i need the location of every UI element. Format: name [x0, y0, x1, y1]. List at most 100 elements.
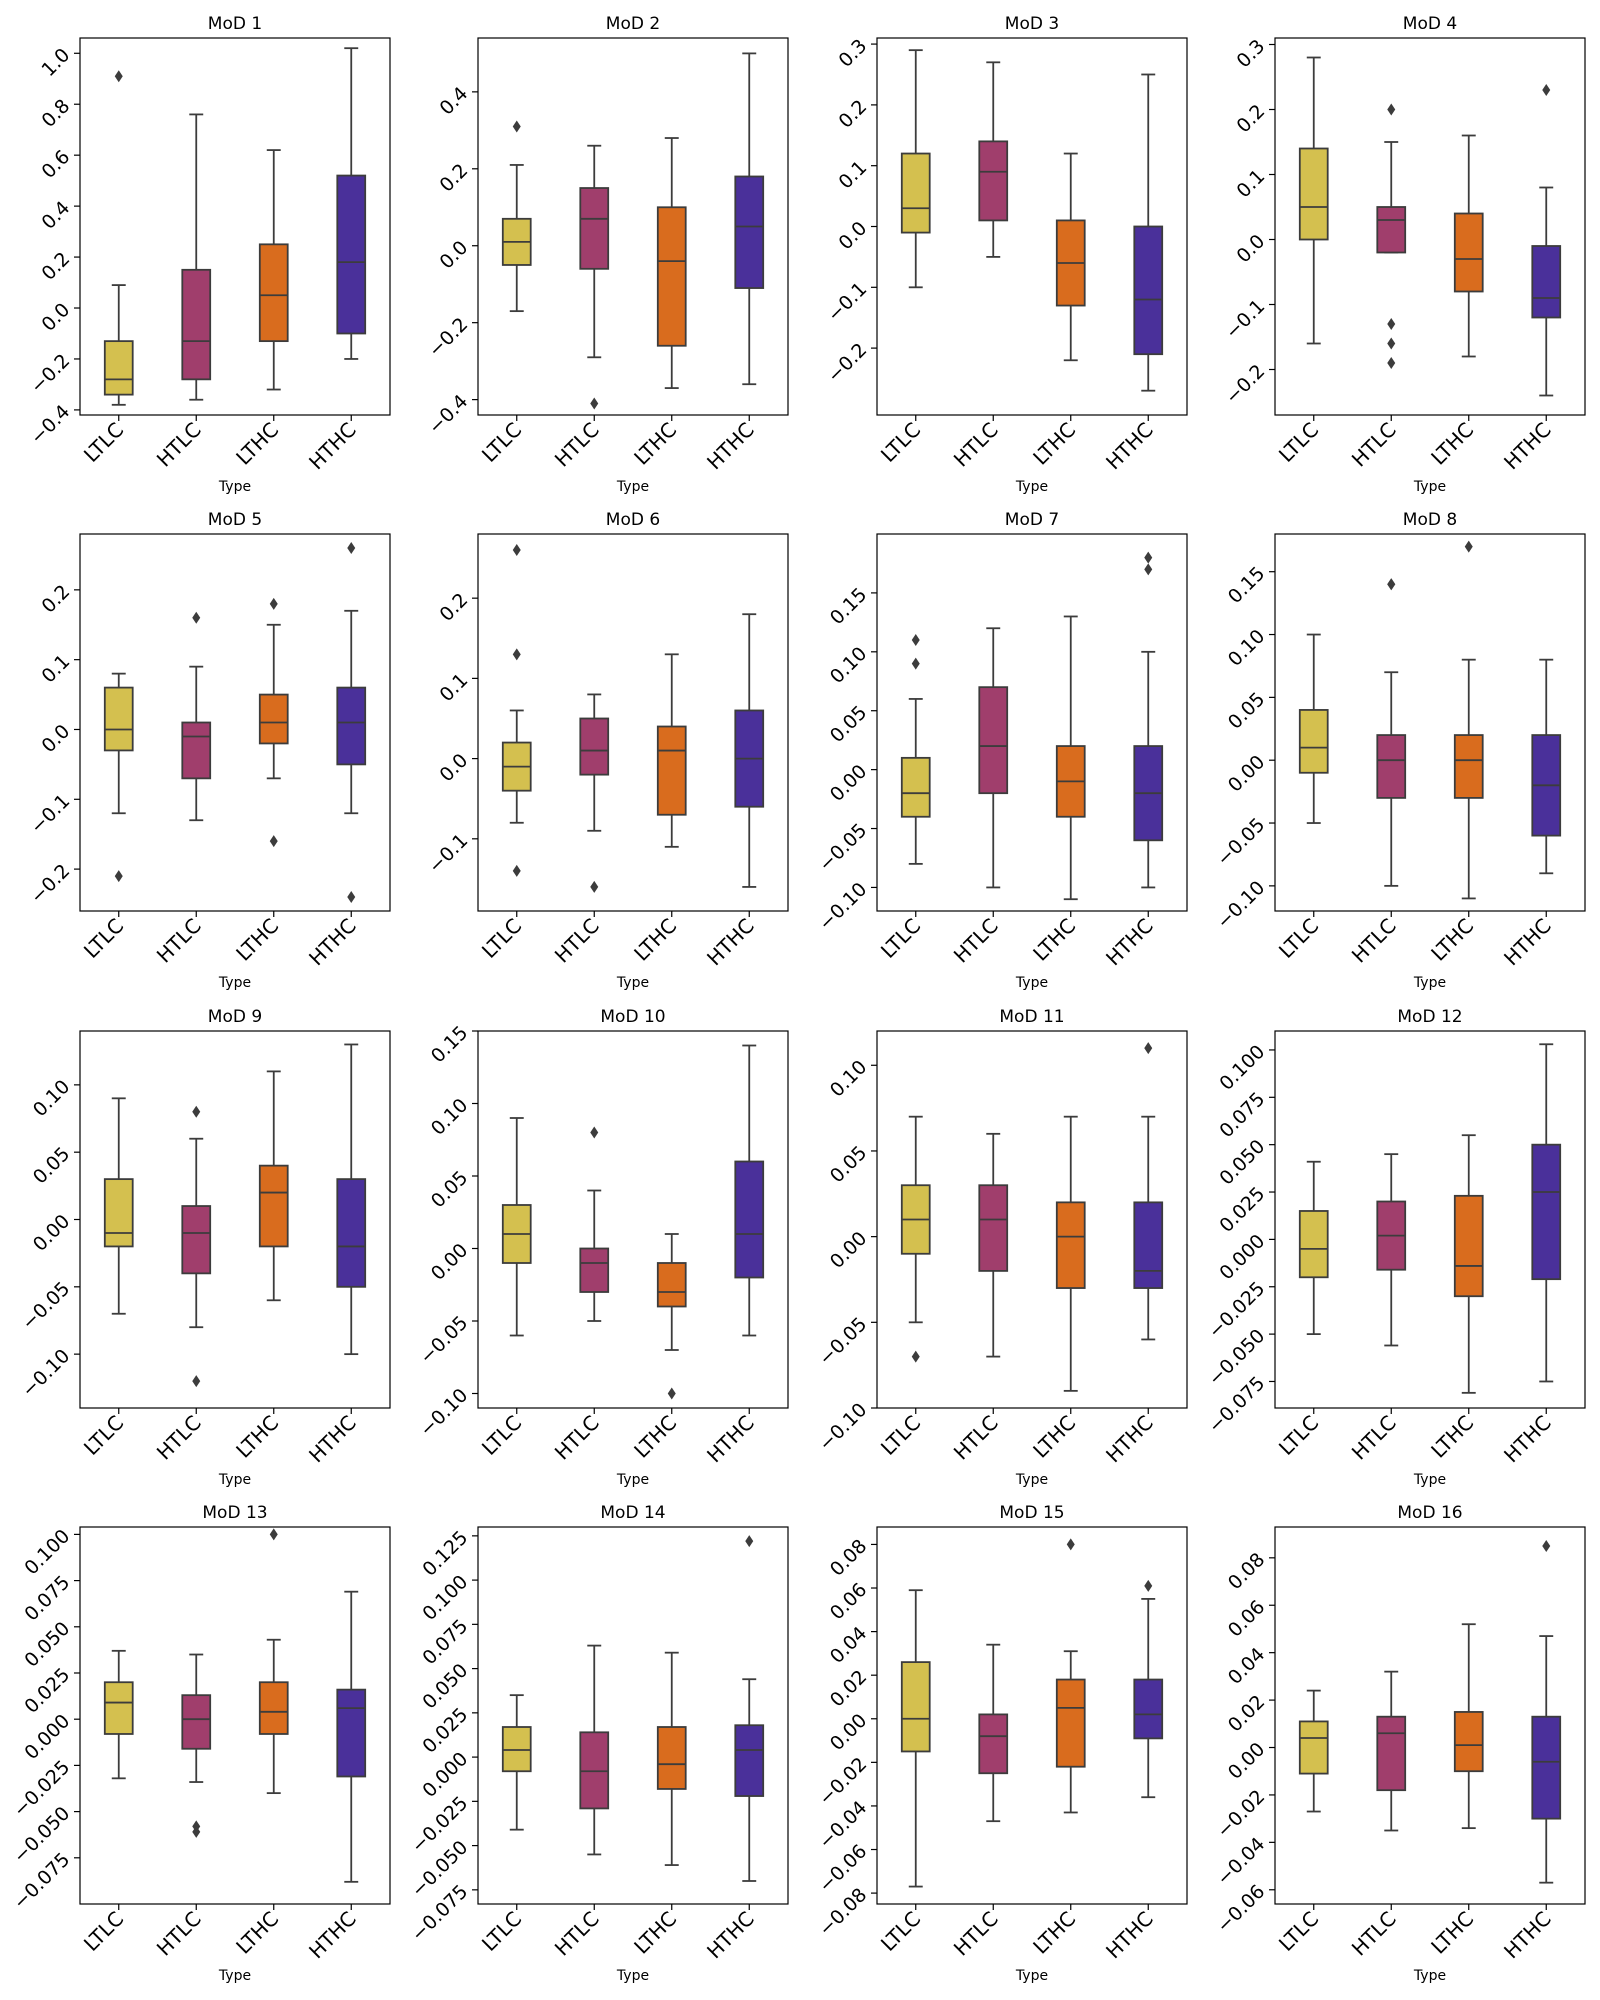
boxplot-12: MoD 120.1000.0750.0500.0250.000−0.025−0.…	[1204, 1007, 1586, 1488]
outlier-point	[114, 70, 123, 83]
x-tick-label: LTLC	[79, 1907, 128, 1956]
x-tick-label: LTLC	[79, 914, 128, 963]
iqr-box	[1133, 1678, 1164, 1740]
x-tick-label: HTLC	[1347, 418, 1401, 472]
iqr-box	[978, 686, 1009, 795]
x-tick-label: HTLC	[949, 418, 1003, 472]
x-tick-label: HTHC	[702, 1411, 759, 1468]
y-tick-label: 0.00	[427, 1239, 472, 1284]
outlier-point	[269, 835, 278, 848]
x-axis-label: Type	[1015, 479, 1048, 495]
box-lthc	[1453, 1134, 1484, 1394]
y-tick-label: 0.08	[826, 1535, 871, 1580]
y-tick-label: −0.05	[416, 1312, 473, 1369]
outlier-point	[667, 1387, 676, 1400]
x-tick-label: LTLC	[79, 418, 128, 467]
box-hthc	[734, 1044, 765, 1337]
box-hthc	[1133, 1042, 1164, 1341]
boxplot-14: MoD 140.1250.1000.0750.0500.0250.000−0.0…	[407, 1503, 789, 1984]
y-tick-label: 0.025	[1215, 1183, 1269, 1237]
x-tick-label: LTLC	[876, 1907, 925, 1956]
x-tick-label: LTHC	[1028, 1907, 1080, 1959]
y-tick-label: −0.2	[26, 860, 74, 908]
x-tick-label: HTHC	[304, 418, 361, 475]
box-lthc	[1055, 152, 1086, 362]
y-tick-label: 0.10	[826, 643, 871, 688]
y-tick-label: −0.08	[815, 1884, 872, 1941]
y-tick-label: −0.4	[26, 401, 74, 449]
y-tick-label: 0.15	[826, 584, 871, 629]
box-ltlc	[1298, 1689, 1329, 1813]
y-tick-label: −0.06	[815, 1840, 872, 1897]
x-axis-label: Type	[616, 1472, 649, 1488]
x-tick-label: LTHC	[231, 914, 283, 966]
x-tick-label: HTHC	[1101, 1411, 1158, 1468]
x-tick-label: LTHC	[629, 1907, 681, 1959]
box-ltlc	[103, 1097, 134, 1315]
box-lthc	[1055, 615, 1086, 901]
outlier-point	[192, 611, 201, 624]
iqr-box	[258, 1164, 289, 1248]
box-htlc	[978, 61, 1009, 258]
x-tick-label: LTLC	[477, 1411, 526, 1460]
x-tick-label: LTHC	[1426, 1411, 1478, 1463]
iqr-box	[978, 1184, 1009, 1272]
iqr-box	[978, 140, 1009, 222]
y-tick-label: 0.100	[1215, 1041, 1269, 1095]
y-tick-label: 0.000	[418, 1748, 472, 1802]
iqr-box	[1298, 1720, 1329, 1775]
x-tick-label: LTHC	[1028, 1411, 1080, 1463]
iqr-box	[258, 1681, 289, 1735]
y-tick-label: 0.3	[1232, 35, 1269, 72]
box-ltlc	[103, 672, 134, 883]
boxplot-16: MoD 16 0.080.060.040.020.00−0.02−0.04−0.0…	[1213, 1503, 1586, 1984]
box-hthc	[734, 613, 765, 888]
x-tick-label: LTLC	[79, 1411, 128, 1460]
x-tick-label: HTHC	[1499, 1411, 1556, 1468]
box-ltlc	[501, 1694, 532, 1831]
box-htlc	[1376, 578, 1407, 887]
y-tick-label: 0.1	[1232, 165, 1269, 202]
x-tick-label: LTHC	[1028, 914, 1080, 966]
x-tick-label: LTHC	[1426, 418, 1478, 470]
iqr-box	[1531, 1143, 1562, 1281]
box-lthc	[258, 1528, 289, 1795]
x-tick-label: HTHC	[1101, 914, 1158, 971]
x-tick-label: LTLC	[876, 1411, 925, 1460]
x-tick-label: LTHC	[231, 1907, 283, 1959]
iqr-box	[656, 206, 687, 347]
chart-title: MoD 10	[600, 1007, 665, 1027]
y-tick-label: 0.05	[826, 702, 871, 747]
outlier-point	[1144, 1042, 1153, 1055]
x-tick-label: LTHC	[629, 1411, 681, 1463]
x-axis-label: Type	[616, 479, 649, 495]
outlier-point	[1387, 357, 1396, 369]
y-tick-label: 0.15	[1224, 563, 1269, 608]
iqr-box	[900, 152, 931, 234]
x-tick-label: HTHC	[1499, 418, 1556, 475]
outlier-point	[1542, 1539, 1551, 1552]
x-axis-label: Type	[616, 975, 649, 991]
x-axis-label: Type	[1015, 1968, 1048, 1984]
y-tick-label: −0.02	[1213, 1786, 1270, 1843]
box-lthc	[656, 1651, 687, 1866]
x-tick-label: LTLC	[876, 418, 925, 467]
plot-frame	[876, 1030, 1188, 1409]
box-htlc	[978, 1643, 1009, 1823]
y-tick-label: −0.06	[1213, 1881, 1270, 1938]
box-ltlc	[103, 1649, 134, 1780]
x-tick-label: HTHC	[1101, 1907, 1158, 1964]
x-axis-label: Type	[1015, 1472, 1048, 1488]
x-tick-label: HTLC	[152, 418, 206, 472]
x-tick-label: LTHC	[629, 914, 681, 966]
box-htlc	[181, 611, 212, 822]
box-hthc	[1133, 73, 1164, 392]
iqr-box	[181, 268, 212, 381]
outlier-point	[192, 1825, 201, 1838]
iqr-box	[1376, 1715, 1407, 1792]
y-tick-label: −0.10	[18, 1345, 75, 1402]
y-tick-label: −0.05	[815, 819, 872, 876]
box-lthc	[258, 597, 289, 848]
y-tick-label: 0.05	[29, 1143, 74, 1188]
